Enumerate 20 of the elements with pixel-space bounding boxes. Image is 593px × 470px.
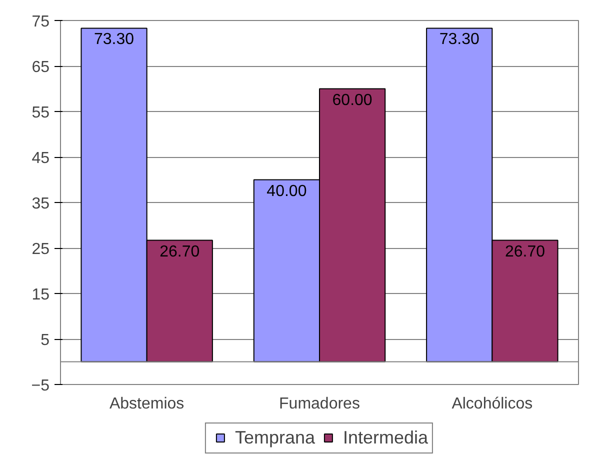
text: 40.00 [266, 182, 307, 200]
text: 73.30 [94, 31, 134, 48]
y-tick-label: 25 [32, 241, 50, 258]
y-tick-label: 75 [32, 14, 50, 30]
y-tick-label: 5 [40, 332, 50, 349]
y-tick-label: 45 [32, 150, 50, 167]
text: 26.70 [504, 243, 545, 260]
text: 26.70 [160, 243, 200, 260]
y-tick-label: 15 [32, 286, 50, 304]
x-tick-label: Abstemios [109, 396, 184, 412]
y-tick-label: 55 [32, 104, 50, 122]
legend-label: Temprana [234, 427, 315, 448]
x-tick-label: Alcohólicos [452, 396, 533, 412]
text: 73.30 [439, 31, 480, 48]
legend-label: Intermedia [343, 427, 428, 448]
x-tick-label: Fumadores [279, 396, 360, 412]
y-tick-label: 65 [32, 59, 50, 76]
text: 60.00 [332, 92, 372, 109]
y-tick-label: −5 [31, 378, 50, 394]
y-tick-label: 35 [32, 196, 50, 212]
